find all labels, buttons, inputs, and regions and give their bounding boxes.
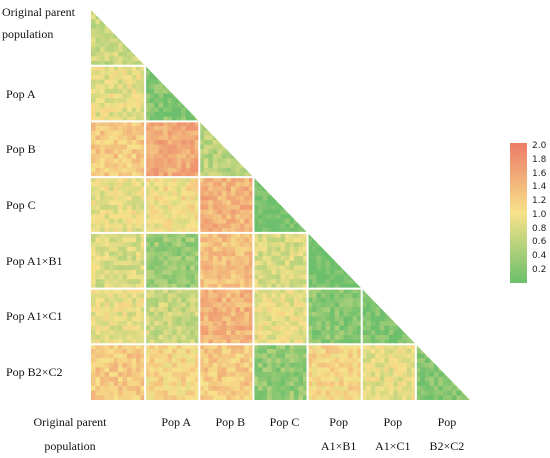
colorbar-tick-label: 2.0 [532,141,547,151]
row-label: Pop A1×C1 [6,309,63,324]
colorbar-tick-label: 1.4 [532,182,547,193]
heat-block-3-1 [145,177,200,234]
heat-block-2-1 [145,121,200,178]
column-label: Pop B [215,415,246,429]
row-label: Pop B [6,142,36,157]
row-label: Pop B2×C2 [6,365,63,380]
heat-block-1-0 [91,65,146,122]
heat-block-6-4 [307,344,363,400]
colorbar-tick-label: 1.0 [532,209,547,220]
row-label: Pop A1×B1 [6,253,63,268]
heat-block-5-0 [91,288,146,345]
colorbar-tick-label: 0.6 [532,237,547,248]
heat-block-6-5 [361,344,417,400]
row-label: Pop C [6,198,36,212]
column-label: Original parent population [33,415,107,453]
heat-block-5-3 [253,288,308,345]
colorbar-tick-label: 1.6 [532,168,547,179]
column-label: Pop B2×C2 [429,415,465,453]
colorbar-tick-label: 1.2 [532,196,547,207]
heat-block-4-1 [145,232,200,289]
heat-block-6-2 [199,344,254,400]
colorbar-tick-label: 0.4 [532,251,547,262]
heat-block-5-4 [307,288,363,345]
heat-block-6-3 [253,344,308,400]
heat-block-6-0 [91,344,146,400]
heat-block-3-2 [199,177,254,234]
column-label: Pop A1×B1 [320,415,357,453]
column-label: Pop A1×C1 [375,415,411,453]
heat-block-6-1 [145,344,200,400]
heat-block-3-0 [91,177,146,234]
colorbar-gradient [510,143,527,283]
colorbar-tick-label: 1.8 [532,154,547,165]
heat-block-2-0 [91,121,146,178]
colorbar-tick-label: 0.8 [532,223,547,234]
colorbar-tick-label: 0.2 [532,265,547,275]
heat-block-5-2 [199,288,254,345]
heat-block-4-2 [199,232,254,289]
column-label: Pop A [161,415,192,429]
row-label: Original parent population [2,5,75,41]
row-label: Pop A [6,86,36,101]
heat-block-4-0 [91,232,146,289]
heat-block-4-3 [253,232,308,289]
heat-block-5-1 [145,288,200,345]
column-label: Pop C [269,415,300,429]
